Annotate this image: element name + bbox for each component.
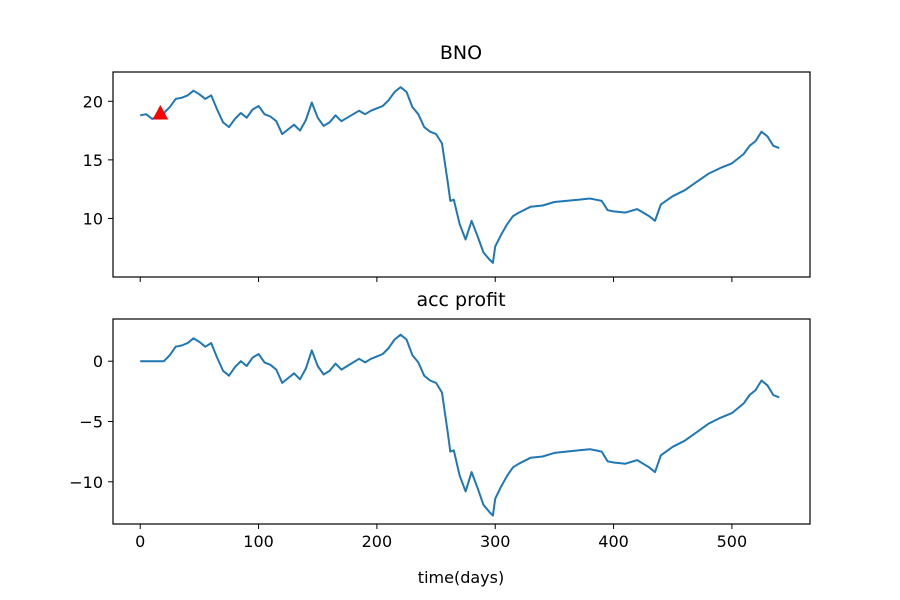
x-axis-label: time(days) <box>418 568 504 587</box>
acc-profit-plot-area <box>140 333 780 517</box>
bno-buy-marker-0 <box>152 104 169 120</box>
acc-profit-x-tick-label-3: 300 <box>480 532 511 551</box>
acc-profit-x-tick-label-0: 0 <box>135 532 145 551</box>
bno-price-panel: BNO 10 15 20 <box>83 42 811 282</box>
acc-profit-x-tick-label-1: 100 <box>243 532 274 551</box>
bno-axes-frame <box>112 71 811 278</box>
bno-y-tick-label-1: 15 <box>83 151 103 170</box>
acc-profit-panel-title: acc profit <box>416 289 505 311</box>
acc-profit-x-tick-label-2: 200 <box>362 532 393 551</box>
acc-profit-x-tick-label-4: 400 <box>598 532 629 551</box>
acc-profit-y-tick-label-1: −5 <box>79 413 103 432</box>
acc-profit-panel: acc profit time(days) 0 100 200 300 400 500 −1… <box>69 289 811 587</box>
acc-profit-y-tick-label-0: −10 <box>69 473 103 492</box>
bno-series-line-0 <box>140 86 780 264</box>
acc-profit-series-line-0 <box>140 333 780 517</box>
bno-y-tick-label-0: 10 <box>83 209 103 228</box>
bno-panel-title: BNO <box>440 42 482 64</box>
bno-plot-area <box>140 86 780 264</box>
acc-profit-y-tick-label-2: 0 <box>93 352 103 371</box>
bno-y-tick-label-2: 20 <box>83 92 103 111</box>
acc-profit-x-tick-label-5: 500 <box>717 532 748 551</box>
